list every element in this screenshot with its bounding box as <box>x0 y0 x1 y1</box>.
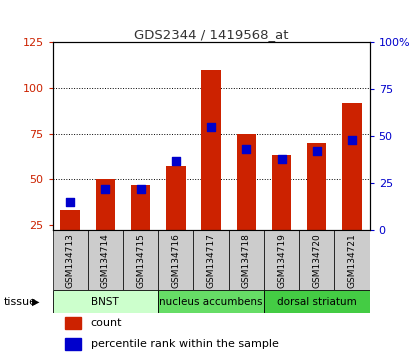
Text: ▶: ▶ <box>32 297 39 307</box>
Bar <box>158 230 194 290</box>
Bar <box>123 230 158 290</box>
Text: GSM134720: GSM134720 <box>312 233 321 287</box>
Bar <box>131 184 150 230</box>
Text: GSM134721: GSM134721 <box>347 233 357 287</box>
Text: GSM134716: GSM134716 <box>171 233 180 288</box>
Bar <box>236 133 256 230</box>
Bar <box>264 230 299 290</box>
Point <box>243 147 249 152</box>
Bar <box>52 290 158 313</box>
Text: GSM134719: GSM134719 <box>277 233 286 288</box>
Text: nucleus accumbens: nucleus accumbens <box>159 297 263 307</box>
Point <box>67 199 74 205</box>
Bar <box>334 230 370 290</box>
Bar <box>52 230 88 290</box>
Bar <box>201 70 221 230</box>
Point <box>173 158 179 164</box>
Point <box>137 186 144 192</box>
Text: tissue: tissue <box>4 297 37 307</box>
Point <box>349 137 355 143</box>
Text: percentile rank within the sample: percentile rank within the sample <box>91 339 278 349</box>
Bar <box>166 166 186 230</box>
Bar <box>307 143 326 230</box>
Bar <box>60 210 80 230</box>
Bar <box>96 179 115 230</box>
Bar <box>65 338 81 350</box>
Bar <box>88 230 123 290</box>
Bar <box>264 290 370 313</box>
Text: GSM134717: GSM134717 <box>207 233 215 288</box>
Point <box>313 148 320 154</box>
Text: GSM134715: GSM134715 <box>136 233 145 288</box>
Bar <box>65 316 81 329</box>
Text: BNST: BNST <box>92 297 119 307</box>
Bar <box>194 230 228 290</box>
Text: dorsal striatum: dorsal striatum <box>277 297 357 307</box>
Text: count: count <box>91 318 122 328</box>
Title: GDS2344 / 1419568_at: GDS2344 / 1419568_at <box>134 28 288 41</box>
Bar <box>228 230 264 290</box>
Point <box>278 156 285 162</box>
Point <box>208 124 215 130</box>
Text: GSM134714: GSM134714 <box>101 233 110 287</box>
Bar <box>158 290 264 313</box>
Text: GSM134718: GSM134718 <box>242 233 251 288</box>
Bar <box>272 155 291 230</box>
Bar <box>342 103 362 230</box>
Text: GSM134713: GSM134713 <box>66 233 75 288</box>
Point <box>102 186 109 192</box>
Bar <box>299 230 334 290</box>
